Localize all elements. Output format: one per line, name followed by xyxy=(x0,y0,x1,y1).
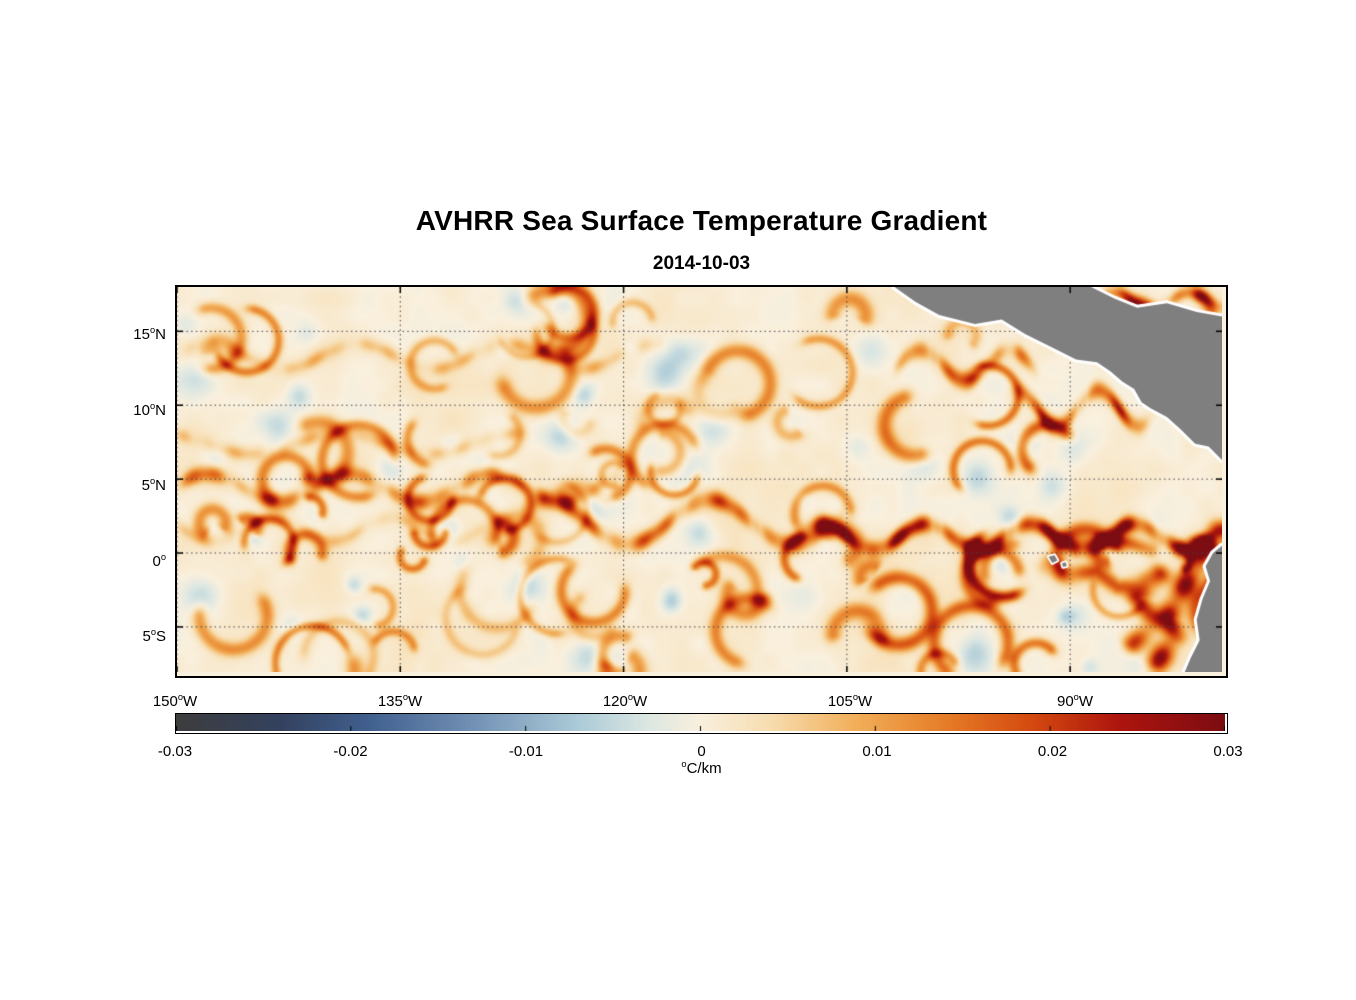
x-tick-label: 120oW xyxy=(602,692,648,710)
y-tick-label: 15oN xyxy=(133,325,166,344)
colorbar-tick-label: 0.02 xyxy=(1037,743,1068,760)
colorbar-tick-label: -0.02 xyxy=(333,743,368,760)
colorbar xyxy=(175,713,1228,734)
map-plot-area xyxy=(175,285,1228,678)
chart-date: 2014-10-03 xyxy=(652,253,751,274)
colorbar-gradient-canvas xyxy=(176,714,1225,731)
colorbar-tick-label: 0 xyxy=(697,743,706,760)
colorbar-tick-label: 0.03 xyxy=(1213,743,1243,760)
colorbar-tick-label: -0.03 xyxy=(157,743,193,760)
sst-gradient-heatmap-canvas xyxy=(177,287,1222,672)
chart-title: AVHRR Sea Surface Temperature Gradient xyxy=(415,205,988,236)
y-tick-label: 0o xyxy=(152,551,166,570)
x-tick-label: 150oW xyxy=(152,692,198,710)
colorbar-unit-label: oC/km xyxy=(681,759,722,777)
colorbar-tick-label: 0.01 xyxy=(862,743,892,760)
y-tick-label: 5oS xyxy=(142,626,166,645)
x-tick-label: 105oW xyxy=(827,692,873,710)
x-tick-label: 90oW xyxy=(1056,692,1094,710)
y-tick-label: 10oN xyxy=(133,400,166,419)
x-tick-label: 135oW xyxy=(377,692,423,710)
colorbar-tick-label: -0.01 xyxy=(508,743,544,760)
y-tick-label: 5oN xyxy=(141,476,166,495)
